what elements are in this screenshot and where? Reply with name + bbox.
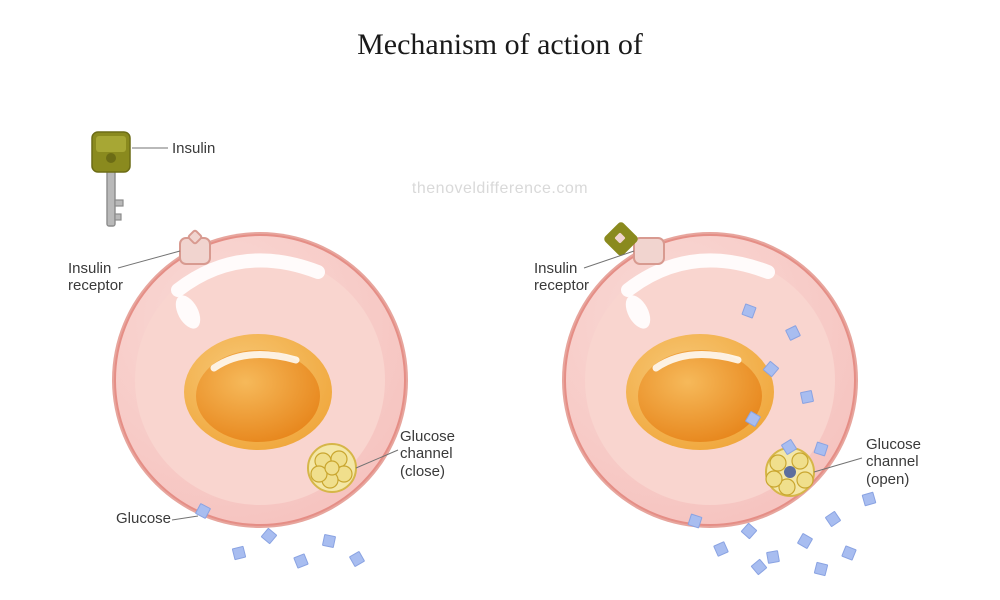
label-receptor-left: Insulin receptor [68, 260, 123, 295]
label-insulin: Insulin [172, 140, 215, 157]
label-glucose: Glucose [116, 510, 171, 527]
label-channel-closed: Glucose channel (close) [400, 428, 455, 480]
glucose-particle [800, 390, 814, 404]
glucose-particle [766, 550, 780, 564]
cell-open [562, 221, 862, 528]
cell-closed [112, 230, 408, 528]
glucose-channel-closed [308, 444, 356, 492]
insulin-receptor-closed [180, 230, 210, 264]
label-channel-open: Glucose channel (open) [866, 436, 921, 488]
label-receptor-right: Insulin receptor [534, 260, 589, 295]
insulin-receptor-open [603, 221, 664, 264]
glucose-particle [322, 534, 336, 548]
glucose-channel-open [766, 448, 814, 496]
insulin-key-icon [92, 132, 168, 226]
